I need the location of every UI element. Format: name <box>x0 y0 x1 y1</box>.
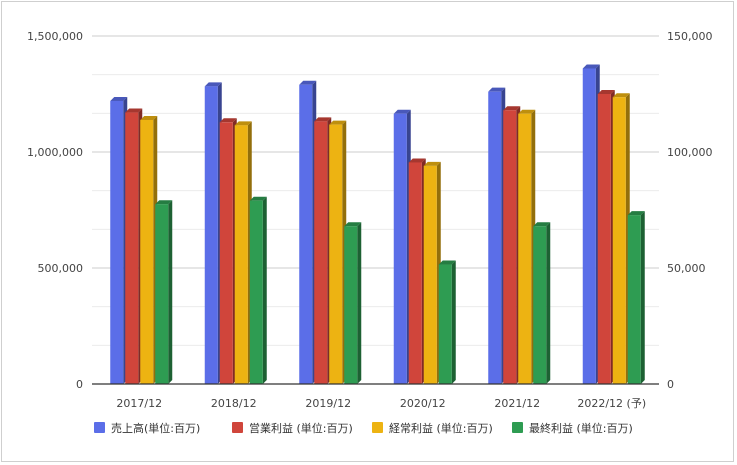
bar-top-face <box>438 260 456 265</box>
y-left-tick-label: 1,000,000 <box>27 146 83 159</box>
legend-swatch <box>94 422 105 433</box>
bar-top-face <box>423 161 441 166</box>
x-tick-label: 2019/12 <box>305 397 351 410</box>
legend-swatch <box>512 422 523 433</box>
y-right-tick-label: 100,000 <box>667 146 713 159</box>
bar-top-face <box>344 222 362 227</box>
bar <box>503 110 517 385</box>
bar-top-face <box>503 106 521 111</box>
bar <box>627 215 641 384</box>
y-left-tick-label: 1,500,000 <box>27 30 83 43</box>
bar-top-face <box>612 93 630 98</box>
legend-label: 経常利益 (単位:百万) <box>389 421 493 435</box>
bar <box>299 84 313 384</box>
bar <box>393 113 407 384</box>
bar-top-face <box>314 117 332 122</box>
legend-label: 営業利益 (単位:百万) <box>249 421 353 435</box>
bar <box>582 68 596 384</box>
bar <box>438 264 452 384</box>
bar-top-face <box>488 87 506 92</box>
x-tick-label: 2022/12 (予) <box>577 397 646 410</box>
bar-side-face <box>262 196 267 384</box>
bar <box>612 97 626 385</box>
bar-top-face <box>597 90 615 94</box>
y-right-tick-label: 0 <box>667 378 674 391</box>
legend-swatch <box>372 422 383 433</box>
bar <box>125 112 139 384</box>
y-left-tick-label: 0 <box>76 378 83 391</box>
bar <box>329 124 343 385</box>
legend-label: 最終利益 (単位:百万) <box>529 421 633 435</box>
bar <box>140 119 154 384</box>
bar <box>408 162 422 384</box>
bar-side-face <box>546 222 551 384</box>
bar-side-face <box>640 211 645 384</box>
bar-top-face <box>155 200 173 205</box>
bar-top-face <box>234 121 252 126</box>
bar-top-face <box>408 158 426 163</box>
bar-side-face <box>168 200 173 384</box>
bar-top-face <box>204 82 222 87</box>
x-tick-label: 2021/12 <box>494 397 540 410</box>
bar-top-face <box>110 96 128 101</box>
legend-swatch <box>232 422 243 433</box>
bar <box>249 200 263 384</box>
bar-top-face <box>249 196 267 201</box>
bar <box>423 165 437 384</box>
bar <box>155 204 169 384</box>
bar <box>597 94 611 384</box>
bar <box>204 86 218 385</box>
x-tick-label: 2018/12 <box>211 397 257 410</box>
y-left-tick-label: 500,000 <box>38 262 84 275</box>
bar <box>518 113 532 384</box>
bar <box>234 125 248 384</box>
bar-top-face <box>299 80 317 85</box>
bar-top-face <box>140 115 158 120</box>
bar-top-face <box>329 120 347 125</box>
bar <box>314 121 328 384</box>
bar-side-face <box>451 260 456 384</box>
y-right-tick-label: 150,000 <box>667 30 713 43</box>
bar <box>110 100 124 385</box>
bar-top-face <box>582 64 600 69</box>
bar-top-face <box>219 118 237 123</box>
x-tick-label: 2020/12 <box>400 397 446 410</box>
bar-top-face <box>533 222 551 227</box>
bar <box>488 91 502 385</box>
bar-top-face <box>125 108 143 113</box>
bar-side-face <box>357 222 362 384</box>
y-right-tick-label: 50,000 <box>667 262 706 275</box>
x-tick-label: 2017/12 <box>116 397 162 410</box>
bar <box>219 122 233 384</box>
bar-top-face <box>627 211 645 216</box>
bar <box>344 226 358 384</box>
legend-label: 売上高(単位:百万) <box>111 421 200 435</box>
bar-top-face <box>518 109 536 114</box>
bar-top-face <box>393 109 411 114</box>
bar <box>533 226 547 384</box>
